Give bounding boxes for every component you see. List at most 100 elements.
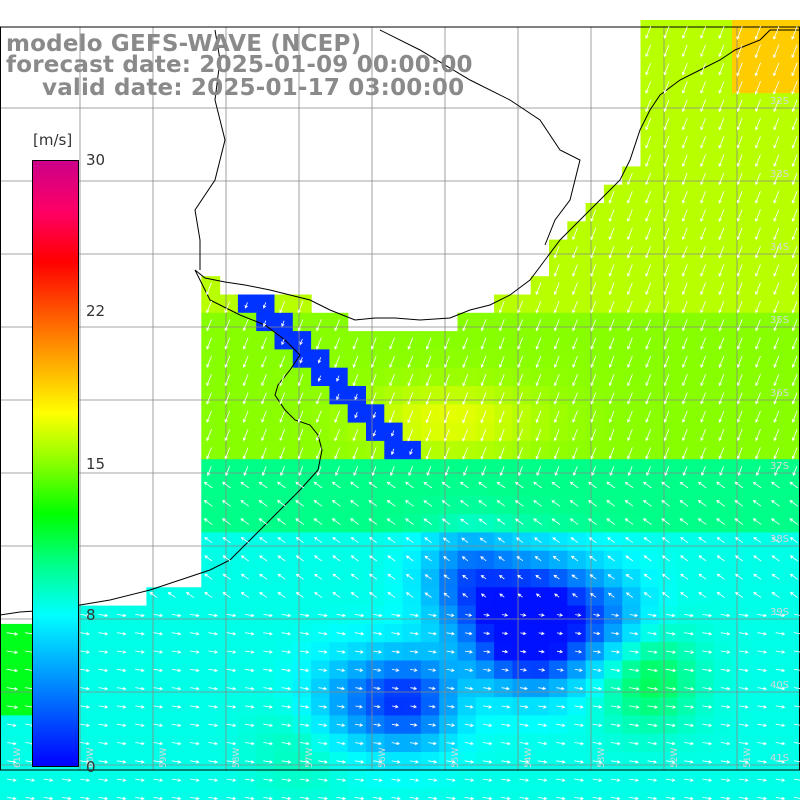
wind-arrow	[480, 447, 487, 460]
wind-arrow	[443, 592, 450, 598]
wind-speed-cell	[494, 422, 513, 442]
wind-arrow	[773, 117, 780, 131]
wind-speed-cell	[183, 788, 202, 800]
wind-arrow	[263, 631, 273, 636]
wind-arrow	[263, 778, 274, 782]
wind-arrow	[464, 760, 475, 764]
wind-arrow	[680, 537, 689, 544]
wind-arrow	[244, 760, 255, 764]
wind-arrow	[80, 723, 90, 727]
wind-arrow	[535, 392, 542, 405]
wind-arrow	[627, 172, 633, 186]
wind-arrow	[629, 613, 639, 618]
wind-arrow	[224, 355, 231, 368]
wind-arrow	[771, 481, 780, 489]
wind-arrow	[135, 631, 145, 636]
wind-arrow	[574, 760, 585, 764]
wind-arrow	[791, 429, 798, 442]
wind-arrow	[98, 796, 109, 800]
wind-arrow	[332, 573, 341, 580]
wind-arrow	[331, 500, 341, 507]
wind-arrow	[407, 355, 414, 368]
wind-arrow	[263, 723, 274, 727]
wind-arrow	[592, 796, 603, 800]
wind-arrow	[590, 282, 597, 296]
wind-arrow	[737, 355, 743, 368]
wind-arrow	[482, 741, 493, 746]
wind-arrow	[428, 686, 436, 691]
wind-arrow	[6, 668, 19, 673]
wind-arrow	[629, 796, 639, 800]
wind-arrow	[226, 650, 237, 654]
wind-arrow	[608, 392, 615, 405]
wind-arrow	[697, 481, 707, 489]
wind-speed-cell	[695, 788, 715, 800]
wind-arrow	[446, 613, 455, 617]
wind-arrow	[171, 778, 182, 782]
wind-speed-cell	[786, 276, 800, 296]
wind-arrow	[789, 518, 799, 525]
wind-speed-cell	[274, 788, 294, 800]
wind-arrow	[297, 300, 304, 314]
wind-arrow	[645, 191, 652, 204]
wind-arrow	[258, 481, 268, 489]
wind-arrow	[663, 99, 670, 113]
wind-arrow	[352, 337, 359, 350]
wind-arrow	[627, 374, 633, 387]
wind-speed-cell	[622, 788, 642, 800]
wind-arrow	[737, 410, 743, 423]
wind-arrow	[773, 44, 780, 59]
wind-arrow	[718, 44, 725, 58]
wind-arrow	[606, 481, 616, 489]
wind-arrow	[80, 650, 90, 654]
wind-arrow	[336, 375, 340, 382]
wind-arrow	[572, 593, 578, 598]
wind-speed-cell	[768, 74, 788, 94]
wind-arrow	[645, 410, 652, 423]
wind-arrow	[554, 593, 560, 598]
wind-arrow	[222, 592, 231, 598]
wind-arrow	[736, 227, 743, 241]
wind-arrow	[226, 723, 237, 727]
wind-arrow	[373, 668, 382, 672]
wind-arrow	[771, 592, 780, 598]
wind-speed-cell	[786, 56, 800, 76]
wind-arrow	[734, 481, 744, 489]
wind-arrow	[405, 573, 414, 580]
wind-arrow	[258, 500, 268, 507]
wind-arrow	[299, 723, 310, 727]
wind-arrow	[572, 466, 578, 477]
wind-arrow	[480, 355, 487, 368]
wind-arrow	[409, 631, 419, 636]
wind-arrow	[702, 613, 713, 618]
wind-speed-cell	[384, 788, 404, 800]
wind-arrow	[135, 613, 145, 618]
wind-speed-cell	[366, 404, 385, 424]
wind-arrow	[554, 319, 560, 332]
wind-arrow	[299, 613, 310, 618]
wind-arrow	[736, 264, 743, 277]
wind-arrow	[483, 705, 493, 709]
wind-arrow	[627, 227, 633, 241]
wind-arrow	[624, 518, 634, 525]
wind-arrow	[572, 319, 578, 332]
wind-arrow	[443, 574, 450, 580]
wind-speed-cell	[36, 788, 56, 800]
wind-arrow	[739, 668, 749, 673]
wind-arrow	[720, 705, 731, 709]
wind-arrow	[389, 466, 395, 477]
wind-arrow	[224, 392, 231, 405]
wind-arrow	[592, 705, 603, 709]
wind-arrow	[444, 447, 450, 460]
wind-arrow	[682, 337, 688, 350]
wind-arrow	[702, 796, 713, 800]
wind-arrow	[334, 447, 340, 460]
wind-arrow	[316, 428, 322, 442]
wind-arrow	[572, 355, 578, 369]
wind-arrow	[350, 500, 359, 507]
wind-arrow	[537, 723, 548, 727]
wind-arrow	[627, 337, 633, 350]
wind-arrow	[752, 500, 762, 507]
wind-speed-cell	[585, 788, 605, 800]
wind-arrow	[242, 429, 249, 442]
